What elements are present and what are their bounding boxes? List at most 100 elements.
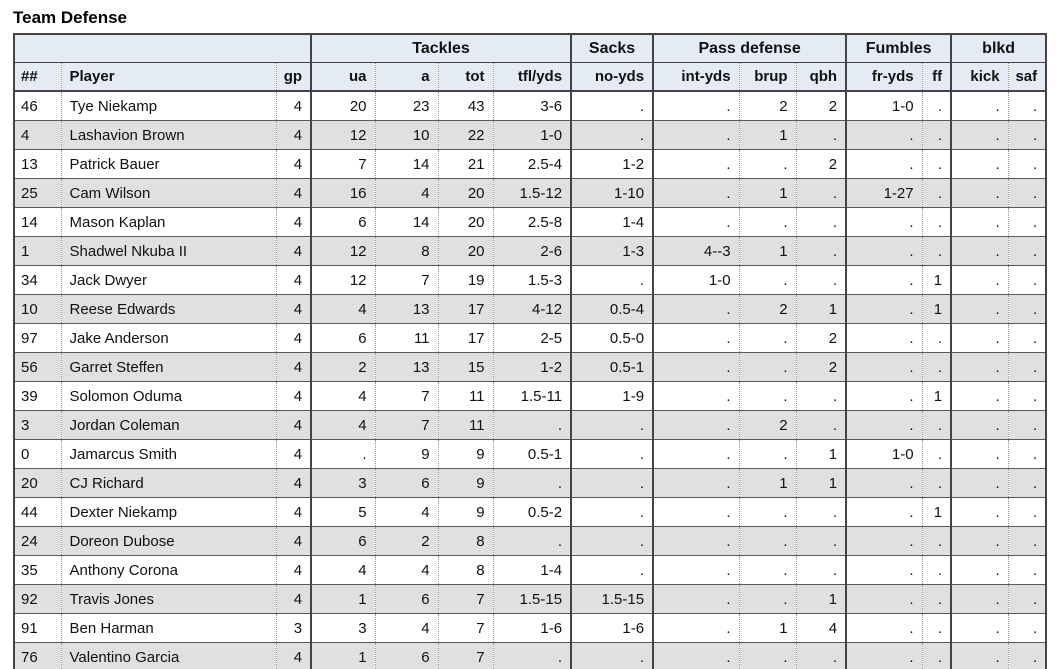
- table-row: 46 Tye Niekamp 4 20 23 43 3-6.. 2 2 1-0...: [14, 91, 1047, 121]
- cell-int-yds: .: [652, 294, 740, 324]
- cell-a: 9: [374, 439, 439, 469]
- cell-gp: 4: [275, 497, 312, 527]
- cell-blank: 20: [14, 468, 61, 498]
- cell-kick: .: [950, 613, 1009, 643]
- cell-qbh: 1: [795, 584, 847, 614]
- cell-a: 13: [374, 294, 439, 324]
- cell-no-yds: 1-3: [570, 236, 654, 266]
- cell-tfl-yds: .: [492, 526, 572, 556]
- cell-kick: .: [950, 497, 1009, 527]
- cell-tot: 11: [437, 381, 494, 411]
- cell-fr-yds: .: [845, 381, 923, 411]
- cell-ua: 12: [310, 120, 376, 150]
- cell-gp: 4: [275, 410, 312, 440]
- cell-kick: .: [950, 584, 1009, 614]
- cell-kick: .: [950, 265, 1009, 295]
- cell-ua: 12: [310, 265, 376, 295]
- cell-player: Jordan Coleman: [60, 410, 276, 440]
- cell-blank: 46: [21, 97, 38, 115]
- cell-a: 4: [374, 497, 439, 527]
- cell-tot: 11: [437, 410, 494, 440]
- cell-ff: 1: [921, 294, 952, 324]
- cell-tot: 20: [437, 236, 494, 266]
- cell-no-yds: 1-9: [570, 381, 654, 411]
- cell-kick: .: [950, 323, 1009, 353]
- cell-tfl-yds: 1-6: [492, 613, 572, 643]
- cell-ff: 1: [921, 265, 952, 295]
- cell-a: 23: [374, 91, 439, 121]
- column-header-row: ## Player gp ua a tot tfl/yds no-yds int-yds brup…: [14, 62, 1047, 92]
- cell-tot: 7: [437, 613, 494, 643]
- cell-brup: 2: [738, 91, 797, 121]
- cell-a: 7: [374, 265, 439, 295]
- cell-kick: .: [950, 91, 1009, 121]
- column-header-tot: tot: [437, 62, 494, 92]
- cell-brup: 1: [738, 236, 797, 266]
- cell-no-yds: .: [570, 526, 654, 556]
- cell-tot: 17: [437, 294, 494, 324]
- cell-player: Dexter Niekamp: [60, 497, 276, 527]
- cell-saf: .: [1007, 526, 1047, 556]
- cell-fr-yds: .: [845, 149, 923, 179]
- cell-no-yds: 0.5-0: [570, 323, 654, 353]
- cell-tfl-yds: 2.5-8: [492, 207, 572, 237]
- cell-fr-yds: .: [845, 120, 923, 150]
- table-row: 56 Garret Steffen 4 2 13 15 1-2 0.5-1.. 2....: [14, 352, 1047, 382]
- cell-player: Ben Harman: [60, 613, 276, 643]
- cell-ua: 20: [310, 91, 376, 121]
- cell-kick: .: [950, 410, 1009, 440]
- cell-fr-yds: 1-0: [845, 91, 923, 121]
- cell-ua: 7: [310, 149, 376, 179]
- cell-gp: 4: [275, 323, 312, 353]
- cell-int-yds: .: [652, 352, 740, 382]
- cell-qbh: 4: [795, 613, 847, 643]
- cell-tot: 20: [437, 207, 494, 237]
- column-header-no-yds: no-yds: [570, 62, 654, 92]
- cell-fr-yds: 1-27: [845, 178, 923, 208]
- team-defense-table: Tackles Sacks Pass defense Fumbles blkd ## Pl…: [13, 33, 1048, 669]
- cell-blank: 0: [14, 439, 61, 469]
- cell-int-yds: .: [652, 323, 740, 353]
- column-header-fr-yds: fr-yds: [845, 62, 923, 92]
- cell-no-yds: .: [570, 468, 654, 498]
- cell-saf: .: [1007, 91, 1047, 121]
- cell-ff: .: [921, 410, 952, 440]
- cell-ff: .: [921, 178, 952, 208]
- cell-kick: .: [950, 381, 1009, 411]
- cell-qbh: 1: [795, 468, 847, 498]
- cell-kick: .: [950, 352, 1009, 382]
- cell-int-yds: .: [652, 381, 740, 411]
- cell-tot: 9: [437, 497, 494, 527]
- cell-brup: 2: [738, 294, 797, 324]
- cell-fr-yds: .: [845, 265, 923, 295]
- cell-tfl-yds: 1-0: [492, 120, 572, 150]
- cell-player: Cam Wilson: [60, 178, 276, 208]
- cell-player: Jake Anderson: [60, 323, 276, 353]
- cell-qbh: 1: [795, 294, 847, 324]
- cell-tfl-yds: 1.5-3: [492, 265, 572, 295]
- cell-ua: 5: [310, 497, 376, 527]
- cell-gp: 4: [275, 468, 312, 498]
- column-header-tfl-yds: tfl/yds: [492, 62, 572, 92]
- cell-no-yds: .: [570, 642, 654, 669]
- cell-no-yds: .: [570, 120, 654, 150]
- cell-blank: 1: [14, 236, 61, 266]
- cell-gp: 4: [275, 584, 312, 614]
- cell-fr-yds: .: [845, 526, 923, 556]
- cell-blank: 24: [14, 526, 61, 556]
- cell-ff: 1: [921, 497, 952, 527]
- cell-brup: 1: [738, 178, 797, 208]
- cell-player: Jamarcus Smith: [60, 439, 276, 469]
- cell-ff: 1: [921, 381, 952, 411]
- column-group-sacks: Sacks: [570, 34, 654, 63]
- cell-fr-yds: .: [845, 584, 923, 614]
- cell-gp: 4: [275, 642, 312, 669]
- cell-saf: .: [1007, 207, 1047, 237]
- table-row: 76 Valentino Garcia 4 1 6 7.........: [14, 642, 1047, 669]
- cell-ua: 6: [310, 526, 376, 556]
- cell-saf: .: [1007, 642, 1047, 669]
- column-header-brup: brup: [738, 62, 797, 92]
- table-row: 91 Ben Harman 3 3 4 7 1-6 1-6. 1 4....: [14, 613, 1047, 643]
- cell-kick: .: [950, 294, 1009, 324]
- cell-saf: .: [1007, 497, 1047, 527]
